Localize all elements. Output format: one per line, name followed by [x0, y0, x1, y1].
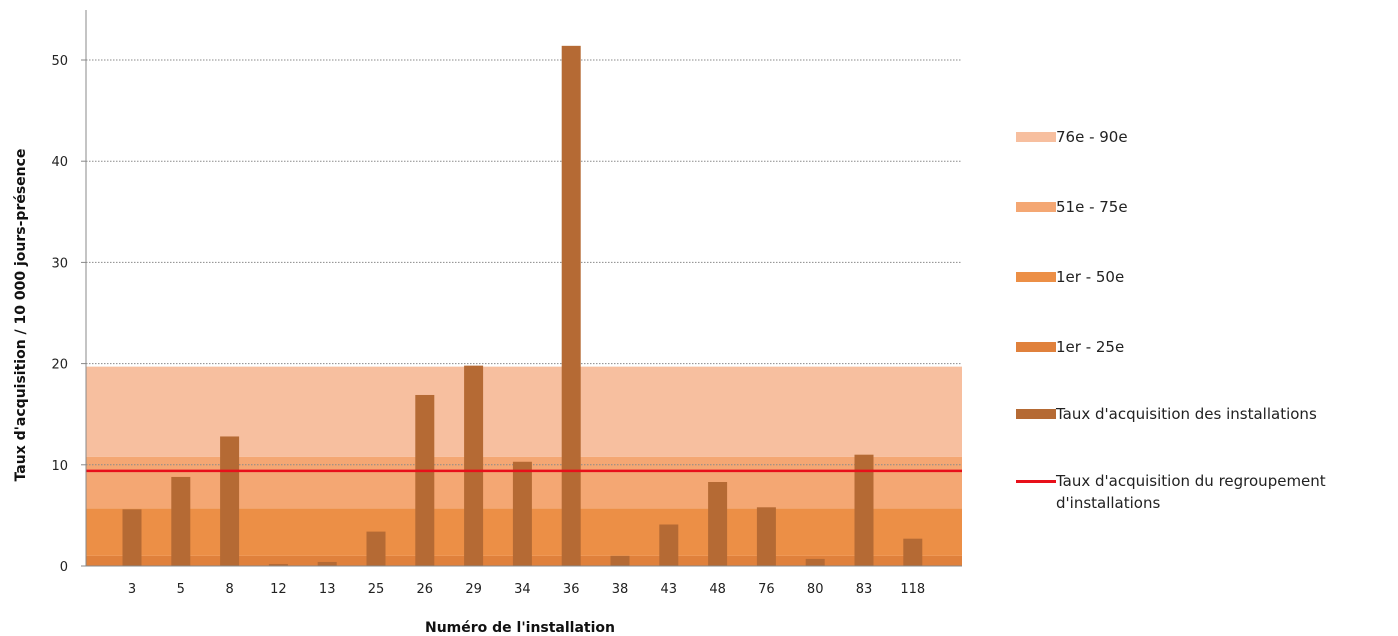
x-tick-label-12: 12 — [270, 582, 287, 597]
legend-swatch — [1016, 272, 1056, 282]
x-tick-label-29: 29 — [465, 582, 482, 597]
x-tick-label-80: 80 — [807, 582, 824, 597]
bars — [122, 45, 923, 566]
bar-76 — [756, 507, 776, 566]
x-tick-label-26: 26 — [417, 582, 434, 597]
legend-label: 1er - 25e — [1056, 338, 1125, 356]
legend-label: Taux d'acquisition des installations — [1056, 405, 1317, 423]
legend-swatch — [1016, 202, 1056, 212]
bar-48 — [708, 482, 728, 566]
x-tick-label-25: 25 — [368, 582, 385, 597]
bar-12 — [268, 563, 288, 566]
legend-item: 51e - 75e — [1016, 196, 1396, 218]
x-tick-label-38: 38 — [612, 582, 629, 597]
x-tick-label-36: 36 — [563, 582, 580, 597]
bar-38 — [610, 555, 630, 566]
y-tick-label-10: 10 — [51, 459, 68, 474]
bar-25 — [366, 531, 386, 566]
legend-item: 76e - 90e — [1016, 126, 1396, 148]
legend-swatch — [1016, 132, 1056, 142]
x-axis-label: Numéro de l'installation — [425, 620, 615, 636]
y-tick-label-0: 0 — [60, 560, 68, 575]
legend-label: 76e - 90e — [1056, 128, 1128, 146]
bar-34 — [512, 461, 532, 566]
bar-80 — [805, 558, 825, 566]
bar-36 — [561, 45, 581, 566]
legend-swatch — [1016, 409, 1056, 419]
legend-swatch — [1016, 342, 1056, 352]
x-tick-label-76: 76 — [758, 582, 775, 597]
bar-29 — [464, 365, 484, 566]
y-tick-label-50: 50 — [51, 54, 68, 69]
y-tick-label-20: 20 — [51, 358, 68, 373]
axes — [81, 10, 962, 567]
y-tick-label-40: 40 — [51, 155, 68, 170]
bar-5 — [171, 476, 191, 566]
x-tick-label-3: 3 — [128, 582, 136, 597]
x-tick-label-13: 13 — [319, 582, 336, 597]
bar-43 — [659, 524, 679, 566]
bar-13 — [317, 561, 337, 566]
x-tick-label-34: 34 — [514, 582, 531, 597]
legend-label: 51e - 75e — [1056, 198, 1128, 216]
y-axis-label: Taux d'acquisition / 10 000 jours-présen… — [13, 149, 29, 482]
bar-83 — [854, 454, 874, 566]
legend-item: Taux d'acquisition des installations — [1016, 403, 1396, 425]
bar-3 — [122, 509, 142, 566]
band-76e-90e — [86, 366, 962, 457]
legend-item: 1er - 25e — [1016, 336, 1396, 358]
x-tick-label-48: 48 — [709, 582, 726, 597]
x-tick-label-118: 118 — [900, 582, 925, 597]
x-tick-label-5: 5 — [177, 582, 185, 597]
x-tick-label-83: 83 — [856, 582, 873, 597]
x-tick-label-43: 43 — [661, 582, 678, 597]
legend-label: Taux d'acquisition du regroupement d'ins… — [1056, 472, 1326, 512]
legend-label: 1er - 50e — [1056, 268, 1125, 286]
legend-item: Taux d'acquisition du regroupement d'ins… — [1016, 470, 1396, 514]
bar-8 — [220, 436, 240, 566]
x-tick-label-8: 8 — [225, 582, 233, 597]
bar-26 — [415, 394, 435, 566]
y-tick-label-30: 30 — [51, 256, 68, 271]
legend-swatch — [1016, 480, 1056, 483]
tick-labels: 0 10 20 30 40 50 3 5 8 12 13 25 26 29 34 36 38 43 48 76 80 83… — [51, 54, 925, 597]
bar-118 — [903, 538, 923, 566]
legend-item: 1er - 50e — [1016, 266, 1396, 288]
